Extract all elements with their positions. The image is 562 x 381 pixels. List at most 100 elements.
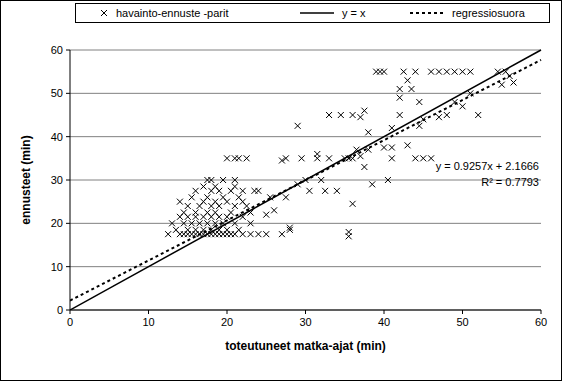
scatter-point bbox=[181, 220, 187, 226]
scatter-point bbox=[224, 227, 230, 233]
scatter-point bbox=[169, 220, 175, 226]
scatter-point bbox=[436, 69, 442, 75]
scatter-point bbox=[460, 103, 466, 109]
scatter-point bbox=[204, 220, 210, 226]
scatter-point bbox=[365, 129, 371, 135]
scatter-point bbox=[212, 210, 218, 216]
scatter-point bbox=[232, 220, 238, 226]
scatter-point bbox=[350, 112, 356, 118]
y-tick bbox=[66, 223, 70, 224]
scatter-point bbox=[350, 201, 356, 207]
scatter-point bbox=[499, 82, 505, 88]
scatter-point bbox=[389, 125, 395, 131]
grid-line bbox=[70, 223, 541, 224]
scatter-point bbox=[189, 194, 195, 200]
y-tick bbox=[66, 50, 70, 51]
scatter-point bbox=[204, 194, 210, 200]
scatter-point bbox=[408, 86, 414, 92]
scatter-point bbox=[401, 69, 407, 75]
scatter-point bbox=[212, 184, 218, 190]
y-tick bbox=[66, 180, 70, 181]
y-axis-label: ennusteet (min) bbox=[19, 135, 33, 224]
chart: 01020304050600102030405060toteutuneet ma… bbox=[0, 0, 562, 381]
line-series bbox=[70, 60, 541, 301]
scatter-point bbox=[357, 114, 363, 120]
scatter-point bbox=[389, 155, 395, 161]
scatter-point bbox=[287, 227, 293, 233]
legend-label: y = x bbox=[342, 7, 366, 19]
x-tick-label: 60 bbox=[535, 316, 547, 328]
legend-label: regressiosuora bbox=[452, 7, 526, 19]
scatter-point bbox=[255, 231, 261, 237]
x-tick-label: 10 bbox=[142, 316, 154, 328]
y-tick-label: 10 bbox=[51, 261, 63, 273]
x-tick bbox=[70, 310, 71, 314]
grid-line bbox=[70, 136, 541, 137]
scatter-point bbox=[397, 112, 403, 118]
scatter-point bbox=[346, 233, 352, 239]
scatter-point bbox=[189, 220, 195, 226]
scatter-point bbox=[420, 155, 426, 161]
scatter-point bbox=[283, 194, 289, 200]
scatter-point bbox=[165, 231, 171, 237]
scatter-point bbox=[416, 123, 422, 129]
chart-frame bbox=[1, 1, 562, 381]
scatter-point bbox=[369, 181, 375, 187]
y-tick-label: 20 bbox=[51, 217, 63, 229]
legend-symbol bbox=[300, 12, 334, 14]
legend-symbol bbox=[410, 12, 444, 14]
grid-line bbox=[70, 266, 541, 267]
scatter-point bbox=[200, 184, 206, 190]
y-tick bbox=[66, 93, 70, 94]
scatter-point bbox=[428, 155, 434, 161]
x-tick-label: 30 bbox=[299, 316, 311, 328]
scatter-point bbox=[248, 220, 254, 226]
legend-symbol bbox=[101, 10, 107, 16]
scatter-point bbox=[185, 227, 191, 233]
scatter-point bbox=[228, 210, 234, 216]
plot-area bbox=[70, 50, 541, 310]
scatter-point bbox=[212, 199, 218, 205]
scatter-point bbox=[381, 145, 387, 151]
scatter-point bbox=[248, 231, 254, 237]
scatter-point bbox=[405, 142, 411, 148]
scatter-point bbox=[283, 155, 289, 161]
x-tick-label: 50 bbox=[456, 316, 468, 328]
scatter-point bbox=[460, 69, 466, 75]
scatter-point bbox=[244, 155, 250, 161]
y-tick-label: 60 bbox=[51, 44, 63, 56]
x-tick bbox=[384, 310, 385, 314]
y-tick bbox=[66, 310, 70, 311]
y-tick-label: 0 bbox=[57, 304, 63, 316]
scatter-point bbox=[232, 203, 238, 209]
line-series bbox=[70, 50, 541, 310]
scatter-point bbox=[279, 231, 285, 237]
scatter-point bbox=[193, 188, 199, 194]
annotation: R² = 0.7793 bbox=[481, 176, 539, 188]
scatter-point bbox=[397, 95, 403, 101]
scatter-point bbox=[361, 164, 367, 170]
scatter-point bbox=[338, 112, 344, 118]
scatter-point bbox=[306, 188, 312, 194]
scatter-point bbox=[236, 227, 242, 233]
scatter-point bbox=[240, 188, 246, 194]
scatter-point bbox=[428, 69, 434, 75]
legend: havainto-ennuste -parity = xregressiosuo… bbox=[76, 4, 550, 23]
scatter-point bbox=[416, 99, 422, 105]
scatter-point bbox=[220, 194, 226, 200]
scatter-point bbox=[361, 108, 367, 114]
scatter-point bbox=[263, 212, 269, 218]
x-tick bbox=[148, 310, 149, 314]
y-tick bbox=[66, 266, 70, 267]
scatter-point bbox=[236, 155, 242, 161]
scatter-point bbox=[381, 69, 387, 75]
x-tick-label: 0 bbox=[67, 316, 73, 328]
y-tick-label: 30 bbox=[51, 174, 63, 186]
scatter-point bbox=[405, 77, 411, 83]
scatter-point bbox=[232, 177, 238, 183]
scatter-point bbox=[208, 177, 214, 183]
scatter-point bbox=[173, 227, 179, 233]
scatter-point bbox=[412, 69, 418, 75]
annotation: y = 0.9257x + 2.1666 bbox=[436, 160, 539, 172]
scatter-point bbox=[255, 188, 261, 194]
